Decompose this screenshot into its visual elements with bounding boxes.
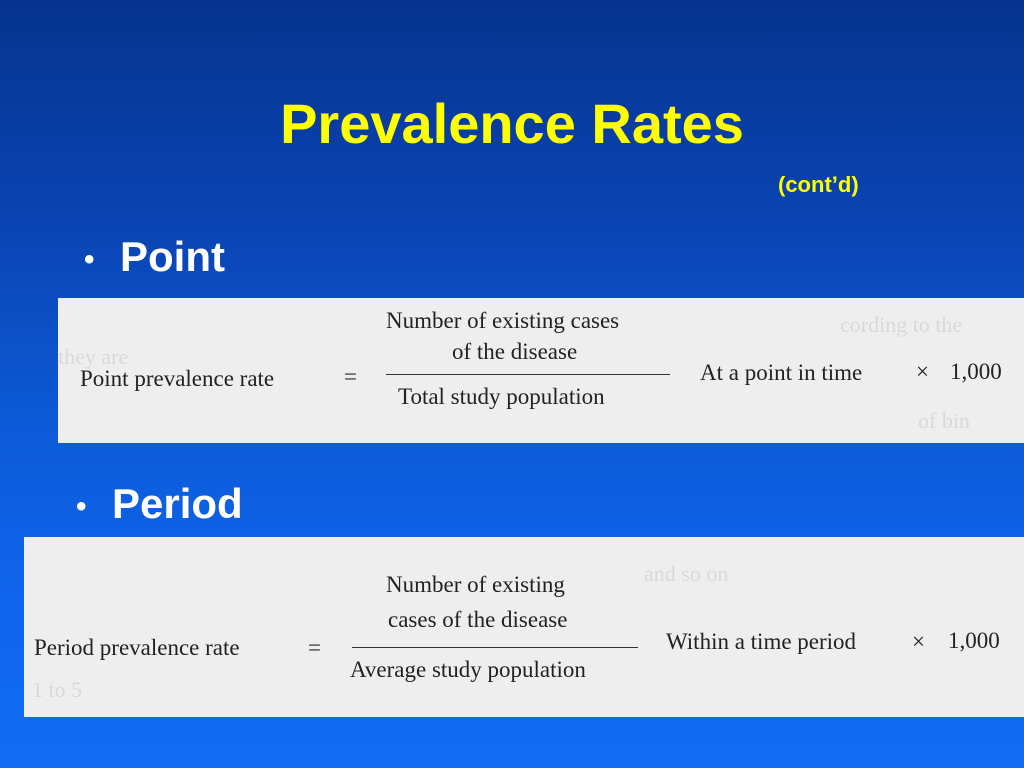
point-prevalence-formula-image: cording to the they are of bin Number of… (58, 298, 1024, 443)
period-fraction-bar (352, 647, 638, 648)
period-equals-sign: = (308, 635, 321, 660)
period-prevalence-formula-image: and so on 1 to 5 Number of existing case… (24, 537, 1024, 717)
point-numerator-line1: Number of existing cases (386, 308, 620, 333)
period-multiplier: 1,000 (948, 628, 1000, 653)
period-formula-lhs: Period prevalence rate (34, 635, 240, 660)
point-denominator: Total study population (398, 384, 605, 409)
bullet-dot: • (76, 489, 87, 523)
bullet-period: • Period (76, 483, 243, 525)
bullet-dot: • (84, 242, 95, 276)
point-qualifier: At a point in time (700, 360, 863, 385)
point-equals-sign: = (344, 364, 357, 389)
point-times-sign: × (916, 359, 929, 384)
bullet-period-label: Period (112, 480, 243, 527)
bullet-point-label: Point (120, 233, 225, 280)
slide-title: Prevalence Rates (280, 92, 744, 155)
point-multiplier: 1,000 (950, 359, 1002, 384)
point-formula-lhs: Point prevalence rate (80, 366, 275, 391)
point-fraction-bar (386, 374, 670, 375)
period-numerator-line1: Number of existing (386, 572, 565, 597)
period-qualifier: Within a time period (666, 629, 857, 654)
point-numerator-line2: of the disease (452, 339, 578, 364)
period-times-sign: × (912, 629, 925, 654)
period-denominator: Average study population (350, 657, 586, 682)
bullet-point: • Point (84, 236, 225, 278)
slide-subtitle: (cont’d) (778, 172, 859, 197)
period-numerator-line2: cases of the disease (388, 607, 568, 632)
